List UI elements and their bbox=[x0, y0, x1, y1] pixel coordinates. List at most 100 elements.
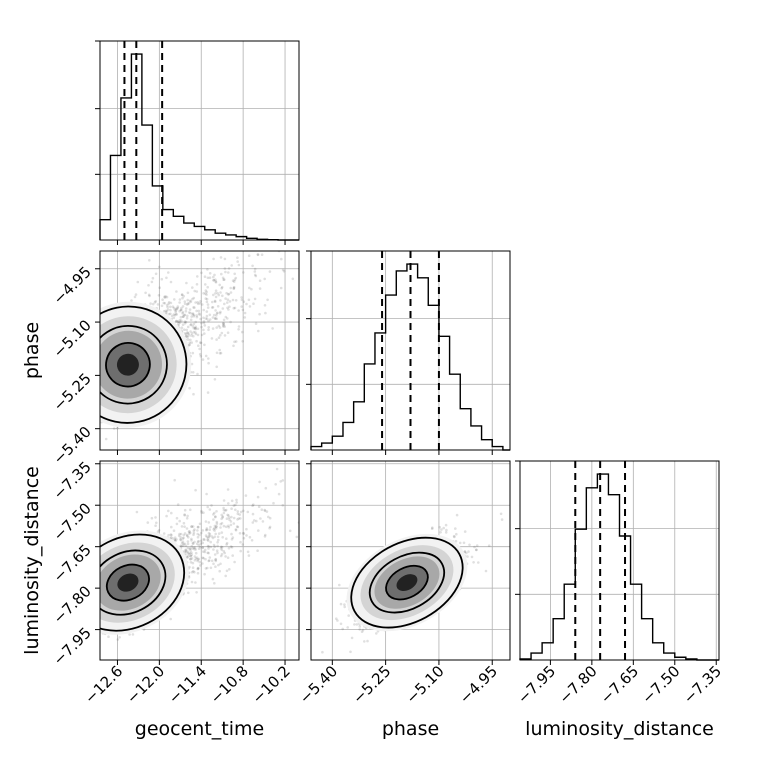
sample-point bbox=[232, 522, 236, 525]
sample-point bbox=[180, 308, 183, 312]
sample-point bbox=[181, 315, 185, 319]
sample-point bbox=[455, 513, 459, 517]
sample-point bbox=[191, 351, 195, 355]
sample-point bbox=[197, 525, 200, 529]
sample-point bbox=[149, 302, 152, 305]
sample-point bbox=[191, 561, 195, 565]
sample-point bbox=[182, 536, 185, 540]
sample-point bbox=[181, 323, 185, 327]
sample-point bbox=[204, 289, 208, 292]
sample-point bbox=[191, 541, 195, 545]
sample-point bbox=[254, 322, 258, 326]
sample-point bbox=[186, 542, 190, 546]
sample-point bbox=[236, 256, 239, 260]
sample-point bbox=[197, 543, 201, 547]
sample-point bbox=[188, 530, 191, 533]
xtick-label-geocent_time-0: −12.6 bbox=[81, 662, 126, 707]
sample-point bbox=[207, 539, 210, 542]
sample-point bbox=[500, 518, 504, 521]
sample-point bbox=[190, 551, 193, 554]
sample-point bbox=[466, 555, 469, 558]
sample-point bbox=[177, 534, 181, 538]
sample-point bbox=[192, 296, 196, 300]
sample-point bbox=[213, 317, 217, 320]
sample-point bbox=[208, 276, 212, 280]
sample-point bbox=[215, 525, 218, 528]
sample-point bbox=[353, 623, 356, 626]
sample-point bbox=[228, 305, 231, 309]
sample-point bbox=[89, 361, 92, 364]
sample-point bbox=[87, 423, 90, 426]
sample-point bbox=[200, 271, 203, 275]
sample-point bbox=[197, 539, 200, 543]
sample-point bbox=[208, 313, 212, 317]
sample-point bbox=[230, 546, 234, 549]
sample-point bbox=[212, 528, 215, 531]
sample-point bbox=[261, 520, 265, 523]
sample-point bbox=[248, 305, 252, 308]
sample-point bbox=[347, 614, 351, 617]
sample-point bbox=[225, 541, 229, 545]
sample-point bbox=[213, 582, 216, 585]
xtick-label-luminosity_distance-1: −7.80 bbox=[555, 662, 600, 707]
sample-point bbox=[295, 535, 299, 539]
sample-point bbox=[224, 297, 227, 300]
sample-point bbox=[246, 510, 250, 514]
sample-point bbox=[196, 566, 200, 570]
sample-point bbox=[214, 532, 217, 536]
sample-point bbox=[192, 531, 196, 535]
sample-point bbox=[169, 533, 173, 536]
sample-point bbox=[355, 623, 359, 626]
sample-point bbox=[221, 322, 225, 325]
sample-point bbox=[172, 306, 176, 310]
sample-point bbox=[180, 541, 184, 545]
sample-point bbox=[223, 325, 226, 328]
sample-point bbox=[438, 525, 442, 529]
sample-point bbox=[169, 617, 172, 621]
sample-point bbox=[81, 400, 84, 403]
sample-point bbox=[192, 315, 196, 318]
sample-point bbox=[205, 527, 209, 530]
sample-point bbox=[201, 562, 204, 565]
sample-point bbox=[202, 550, 205, 553]
sample-point bbox=[375, 632, 378, 635]
sample-point bbox=[147, 293, 151, 297]
sample-point bbox=[473, 545, 476, 549]
sample-point bbox=[207, 328, 210, 332]
sample-point bbox=[89, 353, 92, 356]
sample-point bbox=[282, 270, 286, 273]
sample-point bbox=[203, 538, 206, 541]
sample-point bbox=[221, 516, 224, 519]
sample-point bbox=[209, 525, 212, 529]
sample-point bbox=[232, 306, 236, 310]
sample-point bbox=[189, 318, 193, 322]
sample-point bbox=[167, 271, 170, 274]
ytick-label-luminosity_distance-0: −7.95 bbox=[50, 624, 95, 669]
sample-point bbox=[256, 495, 260, 499]
sample-point bbox=[186, 338, 190, 341]
sample-point bbox=[241, 543, 245, 546]
density-level-4 bbox=[396, 574, 418, 592]
sample-point bbox=[215, 549, 219, 552]
sample-point bbox=[453, 535, 456, 539]
sample-point bbox=[220, 552, 224, 556]
sample-point bbox=[207, 361, 210, 365]
sample-point bbox=[92, 627, 95, 630]
sample-point bbox=[176, 503, 180, 506]
sample-point bbox=[215, 314, 218, 317]
sample-point bbox=[192, 533, 195, 537]
sample-point bbox=[175, 538, 178, 541]
sample-point bbox=[224, 270, 227, 274]
sample-point bbox=[154, 272, 158, 276]
sample-point bbox=[213, 526, 216, 530]
sample-point bbox=[229, 320, 232, 324]
sample-point bbox=[350, 636, 354, 640]
sample-point bbox=[179, 532, 183, 536]
sample-point bbox=[191, 324, 195, 328]
sample-point bbox=[431, 526, 434, 529]
sample-point bbox=[220, 513, 223, 517]
sample-point bbox=[218, 348, 221, 352]
sample-point bbox=[196, 559, 199, 563]
sample-point bbox=[256, 253, 260, 256]
sample-point bbox=[207, 559, 210, 563]
